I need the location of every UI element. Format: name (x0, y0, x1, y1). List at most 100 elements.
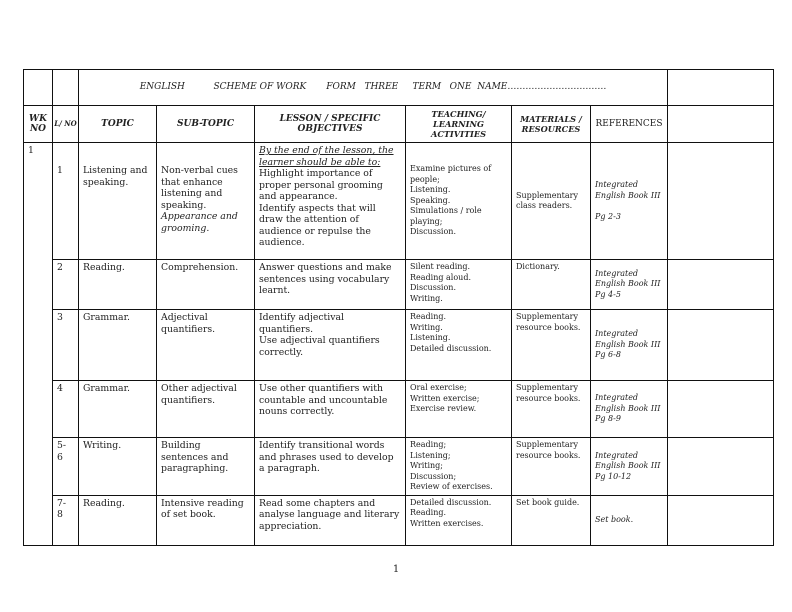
materials-cell: Supplementary class readers. (511, 142, 591, 260)
blank-cell (23, 69, 53, 106)
activities-cell: Detailed discussion. Reading. Written ex… (405, 494, 512, 546)
lesson-number: 1 (52, 142, 79, 260)
lesson-number-text: 2 (57, 262, 63, 273)
activities-cell: Reading; Listening; Writing; Discussion;… (405, 437, 512, 496)
header-references: REFERENCES (589, 105, 669, 143)
lesson-number-text: 5- 6 (57, 440, 67, 463)
materials-text: Supplementary resource books. (516, 383, 581, 403)
sub-topic-cell: Adjectival quantifiers. (156, 309, 255, 381)
topic-cell: Reading. (78, 494, 157, 546)
objectives-text: Highlight importance of proper personal … (259, 168, 383, 248)
objectives-text: Answer questions and make sentences usin… (259, 262, 392, 296)
activities-cell: Examine pictures of people; Listening. S… (405, 142, 512, 260)
references-text: Integrated English Book III Pg 2-3 (595, 180, 661, 221)
sub-topic-text: Other adjectival quantifiers. (161, 383, 237, 406)
document-title: ENGLISH SCHEME OF WORK FORM THREE TERM O… (77, 69, 669, 106)
lesson-number: 4 (52, 380, 79, 438)
activities-cell: Silent reading. Reading aloud. Discussio… (405, 259, 512, 310)
references-text: Integrated English Book III Pg 10-12 (595, 450, 661, 481)
lesson-number: 5- 6 (52, 437, 79, 496)
objectives-cell: Identify transitional words and phrases … (254, 437, 406, 496)
topic-text: Reading. (83, 262, 125, 273)
header-row: WK NO L/ NO TOPIC SUB-TOPIC LESSON / SPE… (23, 105, 775, 143)
header-activities: TEACHING/ LEARNING ACTIVITIES (405, 105, 512, 143)
lesson-number-text: 1 (57, 165, 63, 176)
lesson-number-text: 4 (57, 383, 63, 394)
sub-topic-cell: Other adjectival quantifiers. (156, 380, 255, 438)
table-row: 7- 8 Reading. Intensive reading of set boo… (24, 494, 775, 546)
lesson-number-text: 3 (57, 312, 63, 323)
header-materials: MATERIALS / RESOURCES (511, 105, 591, 143)
topic-cell: Grammar. (78, 380, 157, 438)
lesson-number: 7- 8 (52, 494, 79, 546)
references-cell: Integrated English Book III Pg 10-12 (589, 437, 669, 496)
table-row: 4 Grammar. Other adjectival quantifiers. Us… (24, 380, 775, 438)
materials-text: Supplementary class readers. (516, 190, 578, 211)
activities-text: Reading. Writing. Listening. Detailed di… (410, 312, 492, 353)
table-row: 3 Grammar. Adjectival quantifiers. Identify… (24, 309, 775, 381)
blank-cell (667, 69, 775, 106)
topic-text: Listening and speaking. (83, 165, 148, 188)
topic-text: Grammar. (83, 312, 130, 323)
topic-text: Reading. (83, 497, 125, 509)
activities-text: Examine pictures of people; Listening. S… (410, 164, 492, 237)
references-text: Integrated English Book III Pg 4-5 (595, 268, 661, 299)
page-number: 1 (392, 564, 400, 575)
lesson-number: 2 (52, 259, 79, 310)
materials-text: Supplementary resource books. (516, 440, 581, 460)
topic-cell: Writing. (78, 437, 157, 496)
materials-cell: Supplementary resource books. (511, 437, 591, 496)
materials-text: Dictionary. (516, 262, 560, 271)
blank-cell (667, 259, 775, 310)
activities-text: Oral exercise; Written exercise; Exercis… (410, 383, 480, 413)
sub-topic-cell: Building sentences and paragraphing. (156, 437, 255, 496)
sub-topic-text: Intensive reading of set book. (161, 497, 244, 521)
activities-text: Reading; Listening; Writing; Discussion;… (410, 440, 493, 491)
sub-topic-italic-text: Appearance and grooming. (161, 211, 238, 234)
table-row: 5- 6 Writing. Building sentences and parag… (24, 437, 775, 496)
objectives-cell: By the end of the lesson, the learner sh… (254, 142, 406, 260)
lesson-number-text: 7- 8 (57, 497, 67, 521)
objectives-intro: By the end of the lesson, the learner sh… (259, 145, 394, 168)
header-l-no: L/ NO (52, 105, 79, 143)
header-topic: TOPIC (78, 105, 157, 143)
objectives-cell: Use other quantifiers with countable and… (254, 380, 406, 438)
topic-text: Grammar. (83, 383, 130, 394)
references-text: Integrated English Book III Pg 6-8 (595, 329, 661, 360)
blank-cell (52, 69, 79, 106)
sub-topic-text: Building sentences and paragraphing. (161, 440, 229, 474)
materials-text: Supplementary resource books. (516, 312, 581, 332)
header-wk-no: WK NO (23, 105, 53, 143)
references-text: Integrated English Book III Pg 8-9 (595, 393, 661, 424)
activities-cell: Oral exercise; Written exercise; Exercis… (405, 380, 512, 438)
title-row: ENGLISH SCHEME OF WORK FORM THREE TERM O… (23, 69, 775, 106)
header-objectives: LESSON / SPECIFIC OBJECTIVES (254, 105, 406, 143)
week-number: 1 (23, 142, 53, 546)
activities-text: Detailed discussion. Reading. Written ex… (410, 497, 492, 528)
topic-cell: Listening and speaking. (78, 142, 157, 260)
objectives-text: Read some chapters and analyse language … (259, 497, 400, 532)
materials-cell: Supplementary resource books. (511, 380, 591, 438)
blank-cell (667, 309, 775, 381)
sub-topic-text: Non-verbal cues that enhance listening a… (161, 165, 238, 211)
references-cell: Integrated English Book III Pg 4-5 (589, 259, 669, 310)
references-text: Set book. (595, 514, 634, 524)
topic-cell: Reading. (78, 259, 157, 310)
blank-cell (667, 380, 775, 438)
sub-topic-cell: Intensive reading of set book. (156, 494, 255, 546)
objectives-text: Use other quantifiers with countable and… (259, 383, 388, 417)
objectives-cell: Answer questions and make sentences usin… (254, 259, 406, 310)
week-number-text: 1 (28, 145, 34, 156)
references-cell: Integrated English Book III Pg 6-8 (589, 309, 669, 381)
materials-cell: Set book guide. (511, 494, 591, 546)
table-row: 1 1 Listening and speaking. Non-verbal cues… (23, 142, 775, 546)
activities-cell: Reading. Writing. Listening. Detailed di… (405, 309, 512, 381)
activities-text: Silent reading. Reading aloud. Discussio… (410, 262, 471, 303)
objectives-text: Identify transitional words and phrases … (259, 440, 394, 474)
objectives-cell: Identify adjectival quantifiers. Use adj… (254, 309, 406, 381)
objectives-text: Identify adjectival quantifiers. Use adj… (259, 312, 380, 358)
scheme-of-work-table: ENGLISH SCHEME OF WORK FORM THREE TERM O… (23, 69, 775, 546)
materials-text: Set book guide. (516, 497, 580, 507)
materials-cell: Supplementary resource books. (511, 309, 591, 381)
blank-cell (667, 437, 775, 496)
